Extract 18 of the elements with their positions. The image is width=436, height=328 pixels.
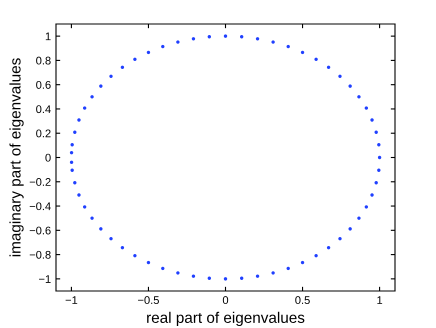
y-tick-label: −0.8: [30, 250, 51, 259]
x-tick-label: −1: [66, 296, 78, 304]
y-tick-label: 0.2: [36, 129, 51, 138]
y-tick-label: 0: [45, 154, 51, 162]
x-tick-label: 0.5: [295, 296, 310, 304]
x-tick-label: −0.5: [138, 296, 159, 304]
x-tick-label: 1: [377, 296, 382, 304]
y-tick-label: −1: [39, 275, 51, 283]
y-tick-label: −0.4: [30, 202, 51, 210]
y-tick-label: 0.8: [36, 56, 51, 65]
y-tick-label: 0.4: [36, 105, 51, 114]
y-tick-label: 0.6: [36, 80, 51, 89]
y-tick-label: −0.2: [30, 178, 51, 186]
x-axis-title: real part of eigenvalues: [147, 312, 304, 326]
x-tick-label: 0: [222, 296, 228, 304]
y-axis-title: imaginary part of eigenvalues: [9, 58, 24, 256]
y-tick-label: 1: [46, 32, 51, 40]
y-tick-label: −0.6: [30, 226, 51, 234]
